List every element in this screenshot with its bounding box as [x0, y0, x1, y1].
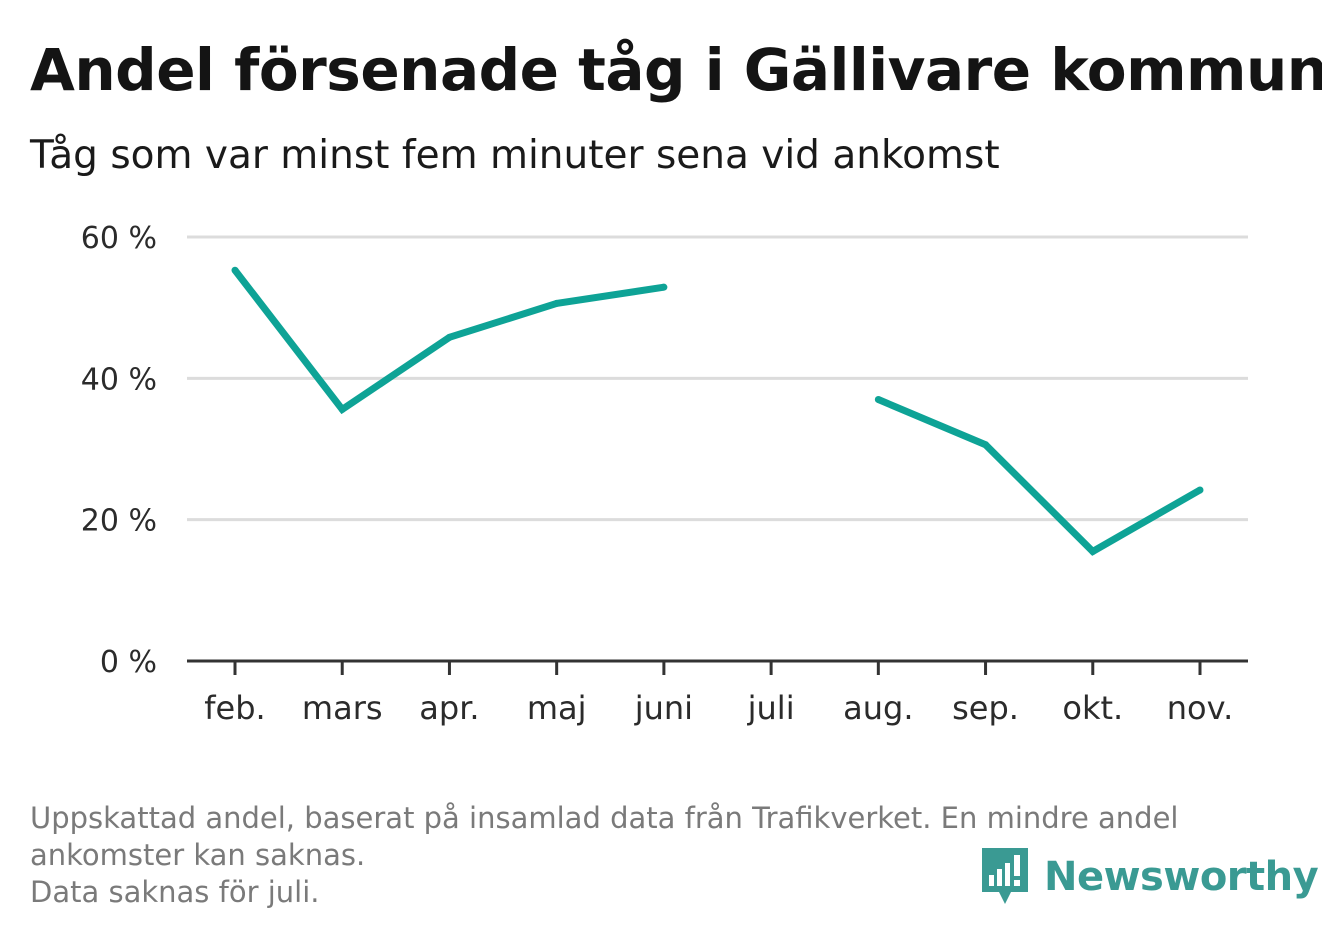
newsworthy-logo: Newsworthy [980, 846, 1319, 908]
chart-title: Andel försenade tåg i Gällivare kommun [30, 36, 1322, 104]
x-tick-label: juni [634, 689, 693, 727]
x-tick-label: apr. [419, 689, 479, 727]
x-tick-label: nov. [1167, 689, 1233, 727]
data-point [338, 405, 346, 413]
data-point [553, 299, 561, 307]
x-tick-label: feb. [204, 689, 265, 727]
series-line-segment [876, 396, 1202, 556]
data-point [1089, 547, 1097, 555]
y-tick-label: 20 % [81, 504, 157, 539]
y-tick-label: 40 % [81, 362, 157, 397]
grid-lines [187, 235, 1248, 522]
brand-name: Newsworthy [1044, 854, 1319, 900]
data-point [231, 266, 239, 274]
y-axis-ticks: 0 % 20 % 40 % 60 % [81, 221, 157, 680]
footnote-line-1: Uppskattad andel, baserat på insamlad da… [30, 801, 1179, 835]
y-tick-label: 60 % [81, 221, 157, 256]
newsworthy-logo-icon [982, 848, 1028, 904]
data-point [660, 283, 668, 291]
x-tick-label: juli [747, 689, 795, 727]
data-point [982, 441, 990, 449]
x-tick-label: okt. [1062, 689, 1123, 727]
x-tick-label: aug. [843, 689, 913, 727]
data-point [874, 396, 882, 404]
data-point [445, 333, 453, 341]
footnote-line-3: Data saknas för juli. [30, 875, 320, 909]
footnote-line-2: ankomster kan saknas. [30, 838, 366, 872]
x-tick-label: mars [302, 689, 383, 727]
x-axis: feb. mars apr. maj juni juli aug. sep. okt. nov. [187, 659, 1248, 727]
x-tick-label: maj [527, 689, 587, 727]
y-tick-label: 0 % [100, 645, 157, 680]
footnote: Uppskattad andel, baserat på insamlad da… [30, 800, 1280, 911]
series-lines [231, 266, 1204, 556]
x-tick-label: sep. [952, 689, 1019, 727]
data-point [1196, 486, 1204, 494]
chart-subtitle: Tåg som var minst fem minuter sena vid a… [30, 133, 1000, 178]
